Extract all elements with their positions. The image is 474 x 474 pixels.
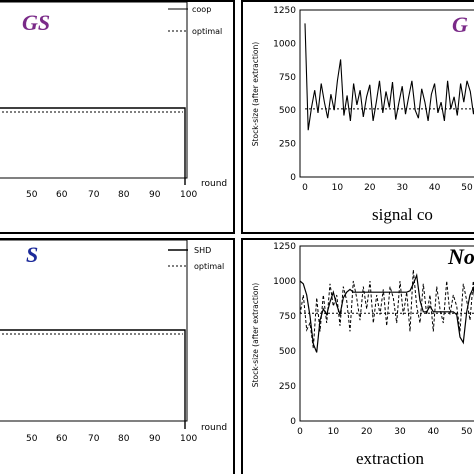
- x-tick-label: 70: [88, 434, 100, 444]
- panel-no-plot-area: [299, 245, 474, 422]
- series-dashed-line: [299, 269, 474, 349]
- x-tick-labels: 0 10 20 30 40 50: [297, 427, 473, 437]
- x-tick-label: 90: [149, 190, 161, 200]
- panel-s-title: S: [26, 242, 38, 267]
- y-tick-label: 500: [279, 347, 296, 357]
- y-tick-label: 250: [279, 140, 296, 150]
- x-tick-label: 20: [364, 183, 376, 193]
- x-tick-label: 10: [328, 427, 340, 437]
- x-tick-label: 50: [26, 434, 38, 444]
- panel-gs-title: GS: [22, 10, 50, 35]
- panel-s-plot-area: [0, 239, 188, 422]
- x-tick-labels: 0 10 20 30 40 50: [302, 183, 473, 193]
- x-tick-labels: 50 60 70 80 90 100: [26, 434, 197, 444]
- x-axis-label: round: [201, 423, 227, 433]
- y-tick-label: 750: [279, 312, 296, 322]
- y-tick-label: 500: [279, 106, 296, 116]
- x-axis-label: signal co: [372, 205, 433, 224]
- panel-no-title: No: [447, 244, 474, 269]
- legend-label-shd: SHD: [194, 246, 211, 255]
- y-tick-label: 750: [279, 73, 296, 83]
- x-tick-label: 30: [394, 427, 406, 437]
- panel-gs-plot-area: [0, 1, 188, 179]
- x-tick-label: 10: [332, 183, 344, 193]
- x-tick-label: 40: [428, 427, 440, 437]
- x-axis-label: extraction: [356, 449, 424, 468]
- y-tick-label: 0: [290, 173, 296, 183]
- series-solid-line: [299, 273, 474, 353]
- series-shd-line: [0, 329, 186, 429]
- y-tick-label: 250: [279, 382, 296, 392]
- series-coop-line: [0, 107, 186, 185]
- y-tick-label: 1000: [273, 39, 296, 49]
- x-tick-label: 70: [88, 190, 100, 200]
- x-tick-labels: 50 60 70 80 90 100: [26, 190, 197, 200]
- x-tick-label: 0: [297, 427, 303, 437]
- y-tick-labels: 0 250 500 750 1000 1250: [273, 242, 296, 427]
- y-tick-label: 0: [290, 417, 296, 427]
- x-tick-label: 100: [180, 434, 197, 444]
- panel-frame-s: [0, 238, 235, 474]
- x-tick-label: 20: [361, 427, 373, 437]
- y-tick-label: 1250: [273, 242, 296, 252]
- legend-label-coop: coop: [192, 5, 211, 14]
- y-tick-label: 1000: [273, 277, 296, 287]
- panel-g-title: G: [452, 12, 468, 37]
- panel-frame-gs: [0, 0, 235, 234]
- y-tick-label: 1250: [273, 6, 296, 16]
- x-tick-label: 30: [396, 183, 408, 193]
- panel-g-plot-area: [299, 9, 474, 178]
- panel-s: S SHD optimal 50 60 70 80 90 100 round: [0, 239, 227, 444]
- x-tick-label: 80: [118, 190, 130, 200]
- y-axis-label: Stock-size (after extraction): [251, 42, 260, 146]
- x-tick-label: 60: [56, 190, 68, 200]
- panel-frame-g: [241, 0, 474, 234]
- y-axis-label: Stock-size (after extraction): [251, 283, 260, 387]
- x-tick-label: 50: [26, 190, 38, 200]
- panel-frame-no: [241, 238, 474, 474]
- x-axis-label: round: [201, 179, 227, 189]
- panel-gs: GS coop optimal 50 60 70 80 90 100 round: [0, 1, 227, 200]
- x-tick-label: 40: [429, 183, 441, 193]
- panel-g: G Stock-size (after extraction) 02505007…: [251, 6, 474, 224]
- x-tick-label: 100: [180, 190, 197, 200]
- series-stock-line: [304, 23, 474, 131]
- x-tick-label: 80: [118, 434, 130, 444]
- x-tick-label: 50: [461, 183, 473, 193]
- y-tick-labels: 0 250 500 750 1000 1250: [273, 6, 296, 183]
- legend-label-optimal: optimal: [194, 262, 224, 271]
- x-tick-label: 90: [149, 434, 161, 444]
- x-tick-label: 60: [56, 434, 68, 444]
- x-tick-label: 0: [302, 183, 308, 193]
- panel-no: No Stock-size (after extraction) 0250500…: [251, 242, 474, 468]
- legend-label-optimal: optimal: [192, 27, 222, 36]
- x-tick-label: 50: [461, 427, 473, 437]
